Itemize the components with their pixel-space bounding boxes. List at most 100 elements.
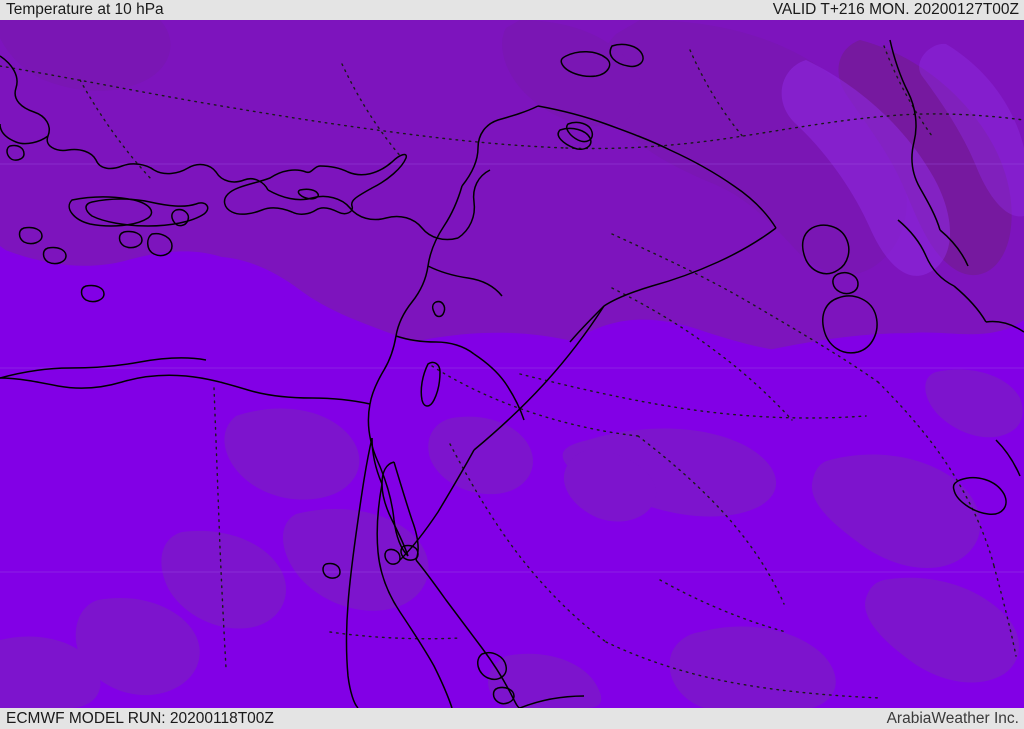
coastline-greece-mainland <box>0 55 155 171</box>
shading-blob-purple-9 <box>75 597 200 696</box>
shading-blob-purple-8 <box>161 530 287 629</box>
coastline-layer <box>0 39 1024 708</box>
coastline-lake-turkey-1 <box>560 51 611 78</box>
coastline-sinai <box>381 461 409 557</box>
coastline-red-sea-west <box>376 483 453 708</box>
coastline-persian-gulf-east <box>953 285 987 323</box>
shading-blob-purple-2 <box>563 448 657 522</box>
coastline-cyprus-inlet <box>297 188 320 200</box>
shading-blob-purple-11 <box>0 636 101 708</box>
coastline-lake-turkey-2 <box>609 43 644 68</box>
coastline-island-rhodes <box>147 232 173 257</box>
coastline-island-karpathos <box>171 208 190 227</box>
shading-blob-purple-7 <box>282 508 429 611</box>
coastline-red-sea-east <box>415 559 521 708</box>
coastline-egypt-north <box>0 374 371 405</box>
coastline-dead-sea <box>420 361 441 407</box>
coastline-arabia-south <box>519 695 585 708</box>
weather-map[interactable] <box>0 20 1024 708</box>
coastline-island-aegean-3 <box>80 284 105 303</box>
coastline-island-aegean-1 <box>18 226 43 245</box>
shading-band-dark-ne2 <box>838 40 1012 276</box>
credit-label: ArabiaWeather Inc. <box>886 710 1019 727</box>
border-egypt-libya <box>213 387 227 669</box>
border-iraq-saudi <box>519 373 867 419</box>
river-nile <box>345 437 373 708</box>
temperature-shading-layer <box>0 20 1024 708</box>
shading-blob-purple-13 <box>488 653 602 708</box>
border-jordan-west <box>395 335 475 355</box>
border-saudi-yemen <box>659 579 787 633</box>
coastline-cyprus <box>223 153 408 215</box>
coastline-crete <box>85 198 209 227</box>
border-saudi-interior-3 <box>605 641 881 699</box>
coastline-libya <box>0 357 207 379</box>
border-saudi-interior-1 <box>637 435 785 605</box>
border-gulf-states <box>993 565 1017 657</box>
page-title: Temperature at 10 hPa <box>6 1 164 18</box>
border-jordan-israel <box>427 265 503 297</box>
coastline-north-lake <box>557 127 592 150</box>
coastline-island-iraq-2 <box>832 272 859 295</box>
coastline-gulf-south <box>985 320 1024 333</box>
valid-time-label: VALID T+216 MON. 20200127T00Z <box>772 1 1019 18</box>
coastline-red-sea-island-2 <box>492 686 515 705</box>
border-north-dotted-1 <box>79 79 153 181</box>
graticule-layer <box>0 163 1024 573</box>
shading-blob-purple-1 <box>562 428 777 517</box>
coastline-sinai-west <box>367 403 409 557</box>
coastline-small-island-suez-2 <box>400 544 419 561</box>
shading-streak-light-1 <box>781 60 951 276</box>
coastline-island-small-1 <box>6 144 25 161</box>
shading-blob-purple-12 <box>925 369 1023 438</box>
border-syria-jordan <box>603 227 777 307</box>
shading-blob-purple-3 <box>811 454 981 569</box>
coastline-aegean-coast <box>153 163 269 191</box>
coastline-island-iraq-1 <box>801 224 850 275</box>
footer-bar: ECMWF MODEL RUN: 20200118T00Z ArabiaWeat… <box>0 708 1024 729</box>
border-north-dotted-2 <box>341 63 403 159</box>
shading-blob-purple-4 <box>865 577 1019 683</box>
coastline-lake-van <box>566 121 594 143</box>
border-turkey-north <box>0 65 567 149</box>
coastline-greece-gulf <box>68 196 153 227</box>
border-jordan-saudi <box>431 365 639 437</box>
coastline-sea-of-galilee <box>431 300 446 318</box>
coastline-levant <box>369 185 463 405</box>
coastline-gulf-island <box>952 476 1007 515</box>
map-graphic <box>0 20 1024 708</box>
shading-blob-purple-6 <box>224 408 360 500</box>
coastline-east-edge <box>995 439 1021 477</box>
shading-blob-purple-5 <box>669 626 836 708</box>
model-run-label: ECMWF MODEL RUN: 20200118T00Z <box>6 710 274 727</box>
border-north-dotted-3 <box>689 49 745 139</box>
coastline-iran-west <box>889 39 941 231</box>
border-syria-turkey-solid <box>461 105 539 187</box>
border-anatolia-interior <box>565 113 1024 150</box>
border-syria-east <box>537 105 777 229</box>
country-borders-layer <box>0 45 1024 699</box>
border-saudi-interior-2 <box>449 443 607 643</box>
coastline-greece-peninsula <box>0 123 49 145</box>
coastline-island-aegean-2 <box>42 246 67 265</box>
coastline-persian-gulf-north <box>897 219 955 287</box>
shading-blob-purple-10 <box>428 416 533 495</box>
border-jordan-iraq <box>611 287 793 421</box>
coastline-turkey-southeast <box>457 169 491 239</box>
shading-band-dark-nw <box>0 20 171 91</box>
border-iraq-iran <box>877 381 995 567</box>
shading-band-violet-west <box>0 248 309 395</box>
border-jordan-diagonal <box>473 305 605 451</box>
coastline-red-sea-island-1 <box>477 652 507 680</box>
coastline-small-island-suez <box>384 548 401 565</box>
shading-streak-light-2 <box>919 43 1024 217</box>
header-bar: Temperature at 10 hPa VALID T+216 MON. 2… <box>0 0 1024 20</box>
coastline-suez-canal <box>371 437 383 485</box>
coastline-island-iraq-3 <box>822 295 878 354</box>
coastline-island-aegean-4 <box>118 230 143 249</box>
coastline-small-island-suez-3 <box>322 562 341 579</box>
border-syria-iraq-solid <box>569 305 605 343</box>
border-egypt-sudan <box>329 631 461 640</box>
border-iraq-kuwait <box>939 229 969 267</box>
